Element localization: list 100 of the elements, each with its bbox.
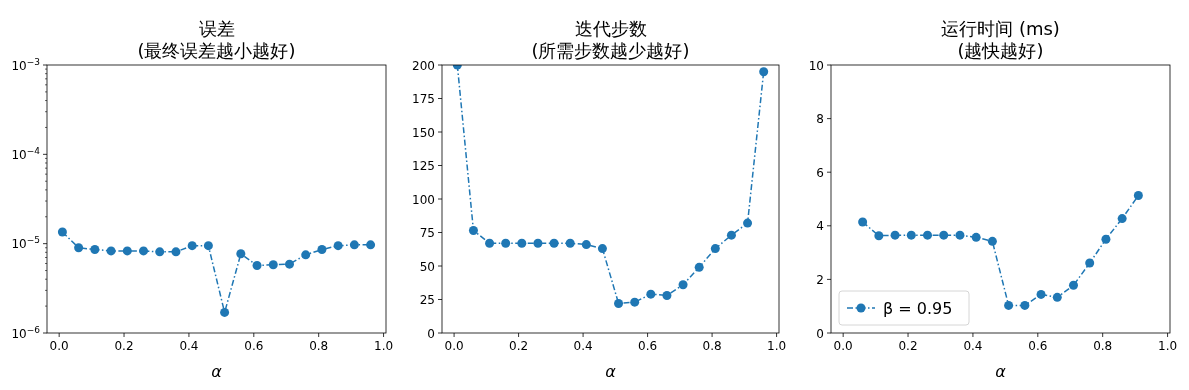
point bbox=[317, 245, 327, 255]
y-tick-label: 50 bbox=[419, 259, 435, 274]
point bbox=[1068, 280, 1078, 290]
x-axis-title: α bbox=[211, 362, 223, 381]
point bbox=[630, 297, 640, 307]
point bbox=[501, 238, 511, 248]
legend-label: β = 0.95 bbox=[883, 299, 953, 318]
point bbox=[533, 238, 543, 248]
point bbox=[122, 246, 132, 256]
point bbox=[955, 230, 965, 240]
y-tick-label: 10$^{−5}$ bbox=[11, 235, 40, 252]
point bbox=[874, 231, 884, 241]
point bbox=[646, 289, 656, 299]
point bbox=[906, 230, 916, 240]
point bbox=[139, 246, 149, 256]
point bbox=[662, 290, 672, 300]
point bbox=[284, 259, 294, 269]
point bbox=[74, 243, 84, 253]
y-tick-label: 8 bbox=[816, 112, 824, 127]
x-tick-label: 0.4 bbox=[573, 339, 593, 353]
point bbox=[349, 240, 359, 250]
point bbox=[252, 260, 262, 270]
point bbox=[1020, 300, 1030, 310]
point bbox=[597, 244, 607, 254]
y-tick-label: 100 bbox=[412, 192, 435, 207]
point bbox=[517, 238, 527, 248]
x-tick-label: 0.0 bbox=[444, 339, 464, 353]
point bbox=[106, 246, 116, 256]
point bbox=[171, 247, 181, 257]
point bbox=[236, 249, 246, 259]
point bbox=[581, 240, 591, 250]
y-tick-label: 200 bbox=[412, 58, 435, 73]
point bbox=[1085, 258, 1095, 268]
x-tick-label: 1.0 bbox=[767, 339, 787, 353]
point bbox=[858, 217, 868, 227]
y-tick-label: 125 bbox=[412, 159, 435, 173]
point bbox=[485, 238, 495, 248]
point bbox=[939, 230, 949, 240]
y-tick-label: 10 bbox=[808, 58, 824, 73]
point bbox=[614, 299, 624, 309]
x-axis-title: α bbox=[605, 362, 617, 381]
point bbox=[987, 236, 997, 246]
chart-title: 误差 (最终误差越小越好) bbox=[137, 18, 296, 61]
chart-title: 迭代步数 (所需步数越少越好) bbox=[531, 18, 690, 61]
point bbox=[203, 241, 213, 251]
x-tick-label: 0.2 bbox=[898, 339, 918, 353]
x-tick-label: 0.8 bbox=[702, 339, 722, 353]
point bbox=[301, 250, 311, 260]
y-tick-label: 25 bbox=[419, 293, 435, 307]
chart-title: 运行时间 (ms) (越快越好) bbox=[941, 18, 1060, 61]
x-tick-label: 0.6 bbox=[244, 339, 264, 353]
point bbox=[468, 225, 478, 235]
y-tick-label: 75 bbox=[419, 226, 435, 240]
point bbox=[333, 241, 343, 251]
point bbox=[366, 240, 376, 250]
y-tick-label: 150 bbox=[412, 125, 435, 140]
point bbox=[268, 260, 278, 270]
point bbox=[971, 232, 981, 242]
x-tick-label: 1.0 bbox=[1158, 339, 1178, 353]
point bbox=[1036, 289, 1046, 299]
y-tick-label: 10$^{−3}$ bbox=[11, 56, 40, 73]
x-tick-label: 0.4 bbox=[179, 339, 199, 353]
point bbox=[1052, 292, 1062, 302]
point bbox=[90, 245, 100, 255]
point bbox=[923, 230, 933, 240]
x-tick-label: 0.6 bbox=[638, 339, 658, 353]
point bbox=[1101, 234, 1111, 244]
point bbox=[678, 280, 688, 290]
point bbox=[1004, 300, 1014, 310]
point bbox=[549, 238, 559, 248]
point bbox=[187, 241, 197, 251]
x-tick-label: 0.4 bbox=[963, 339, 983, 353]
x-tick-label: 0.2 bbox=[509, 339, 529, 353]
y-tick-label: 175 bbox=[412, 92, 435, 106]
point bbox=[1117, 214, 1127, 224]
y-tick-label: 2 bbox=[816, 272, 824, 287]
y-tick-label: 0 bbox=[427, 326, 435, 341]
y-tick-label: 10$^{−4}$ bbox=[11, 145, 41, 162]
point bbox=[1133, 191, 1143, 201]
x-axis-title: α bbox=[995, 362, 1007, 381]
x-tick-label: 0.2 bbox=[114, 339, 134, 353]
point bbox=[57, 227, 67, 237]
x-tick-label: 0.6 bbox=[1028, 339, 1048, 353]
x-tick-label: 0.0 bbox=[49, 339, 69, 353]
y-tick-label: 4 bbox=[816, 219, 824, 234]
x-tick-label: 0.0 bbox=[833, 339, 853, 353]
y-tick-label: 10$^{−6}$ bbox=[11, 324, 41, 341]
point bbox=[155, 247, 165, 257]
point bbox=[710, 244, 720, 254]
point bbox=[743, 218, 753, 228]
point bbox=[890, 230, 900, 240]
x-tick-label: 1.0 bbox=[374, 339, 394, 353]
point bbox=[565, 238, 575, 248]
point bbox=[726, 230, 736, 240]
x-tick-label: 0.8 bbox=[1093, 339, 1113, 353]
y-tick-label: 6 bbox=[816, 165, 824, 180]
point bbox=[694, 262, 704, 272]
x-tick-label: 0.8 bbox=[309, 339, 329, 353]
point bbox=[759, 67, 769, 77]
point bbox=[220, 307, 230, 317]
